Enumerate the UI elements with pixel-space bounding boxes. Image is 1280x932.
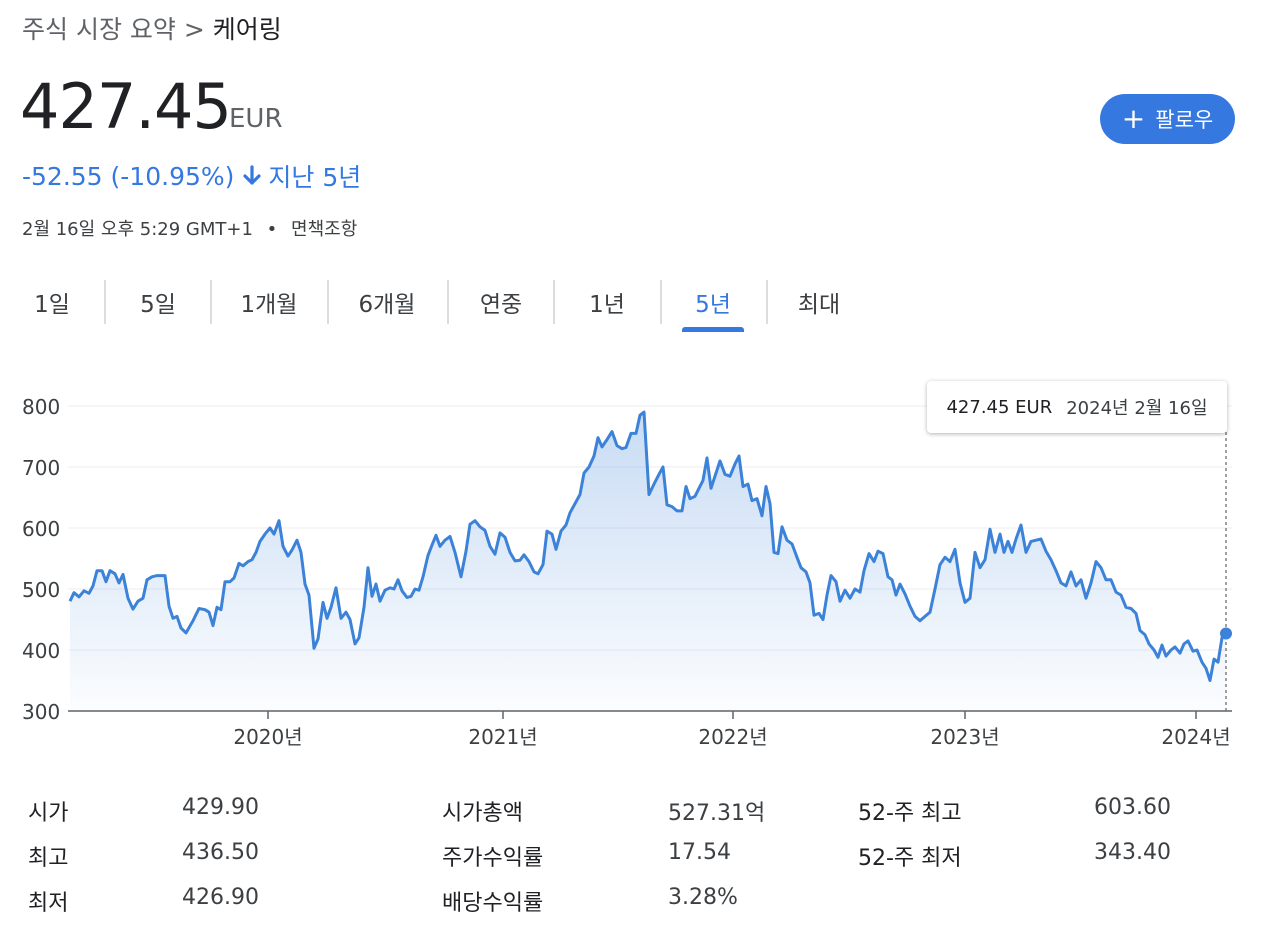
x-axis: 2020년 2021년 2022년 2023년 2024년	[233, 711, 1231, 749]
tab-divider	[660, 280, 662, 324]
breadcrumb-current: 케어링	[212, 15, 282, 44]
breadcrumb: 주식 시장 요약 > 케어링	[22, 10, 282, 46]
y-axis: 800 700 600 500 400 300	[22, 395, 60, 724]
stat-market-cap-value: 527.31억	[668, 801, 766, 826]
y-tick-label: 600	[22, 517, 60, 541]
x-tick-label: 2020년	[233, 725, 302, 749]
tab-divider	[210, 280, 212, 324]
arrow-down-icon	[242, 165, 262, 187]
tab-6m[interactable]: 6개월	[358, 292, 416, 318]
tab-divider	[766, 280, 768, 324]
price-change-value: -52.55 (-10.95%)	[22, 161, 235, 191]
tab-divider	[104, 280, 106, 324]
tooltip-date: 2024년 2월 16일	[1066, 398, 1208, 419]
y-tick-label: 800	[22, 395, 60, 419]
stock-price: 427.45	[20, 70, 232, 143]
x-tick-label: 2023년	[930, 725, 999, 749]
quote-meta: 2월 16일 오후 5:29 GMT+1 • 면책조항	[22, 215, 357, 241]
current-price-dot	[1220, 627, 1232, 640]
stat-52w-low-value: 343.40	[1094, 840, 1171, 865]
price-currency: EUR	[229, 104, 283, 134]
disclaimer-link[interactable]: 면책조항	[291, 219, 358, 240]
follow-button[interactable]: + 팔로우	[1100, 94, 1235, 144]
stat-high-value: 436.50	[182, 840, 259, 865]
meta-bullet: •	[266, 219, 278, 240]
tab-max[interactable]: 최대	[797, 292, 841, 318]
y-tick-label: 300	[22, 700, 60, 724]
stat-dividend-label: 배당수익률	[442, 891, 544, 916]
stat-pe-label: 주가수익률	[442, 846, 544, 871]
tab-divider	[327, 280, 329, 324]
stat-pe-value: 17.54	[668, 840, 731, 865]
tab-1m[interactable]: 1개월	[240, 292, 298, 318]
stat-open-label: 시가	[28, 801, 69, 826]
change-period: 지난 5년	[268, 163, 362, 192]
stat-52w-high-value: 603.60	[1094, 795, 1171, 820]
chart-area	[70, 412, 1226, 711]
tab-divider	[447, 280, 449, 324]
x-tick-label: 2021년	[468, 725, 537, 749]
stat-low-label: 최저	[28, 891, 69, 916]
stat-52w-low-label: 52-주 최저	[858, 846, 962, 871]
chart-tooltip: 427.45 EUR 2024년 2월 16일	[927, 381, 1227, 433]
stat-dividend-value: 3.28%	[668, 885, 738, 910]
stat-open-value: 429.90	[182, 795, 259, 820]
x-tick-label: 2022년	[698, 725, 767, 749]
stat-52w-high-label: 52-주 최고	[858, 801, 962, 826]
y-tick-label: 500	[22, 578, 60, 602]
y-tick-label: 400	[22, 639, 60, 663]
tab-divider	[553, 280, 555, 324]
tab-1y[interactable]: 1년	[589, 292, 625, 318]
x-tick-label: 2024년	[1161, 725, 1230, 749]
tooltip-value: 427.45 EUR	[946, 396, 1053, 418]
stat-market-cap-label: 시가총액	[442, 801, 523, 826]
price-change: -52.55 (-10.95%) 지난 5년	[22, 158, 361, 194]
tab-5d[interactable]: 5일	[140, 292, 176, 318]
stat-low-value: 426.90	[182, 885, 259, 910]
breadcrumb-separator: >	[183, 15, 205, 44]
stat-high-label: 최고	[28, 846, 69, 871]
breadcrumb-parent-link[interactable]: 주식 시장 요약	[22, 15, 176, 44]
tab-1d[interactable]: 1일	[34, 292, 70, 318]
quote-timestamp: 2월 16일 오후 5:29 GMT+1	[22, 219, 253, 240]
price-line	[68, 410, 1228, 682]
plus-icon: +	[1121, 102, 1146, 135]
tab-5y[interactable]: 5년	[682, 274, 744, 332]
y-tick-label: 700	[22, 456, 60, 480]
tab-ytd[interactable]: 연중	[479, 292, 523, 318]
follow-button-label: 팔로우	[1155, 108, 1214, 132]
